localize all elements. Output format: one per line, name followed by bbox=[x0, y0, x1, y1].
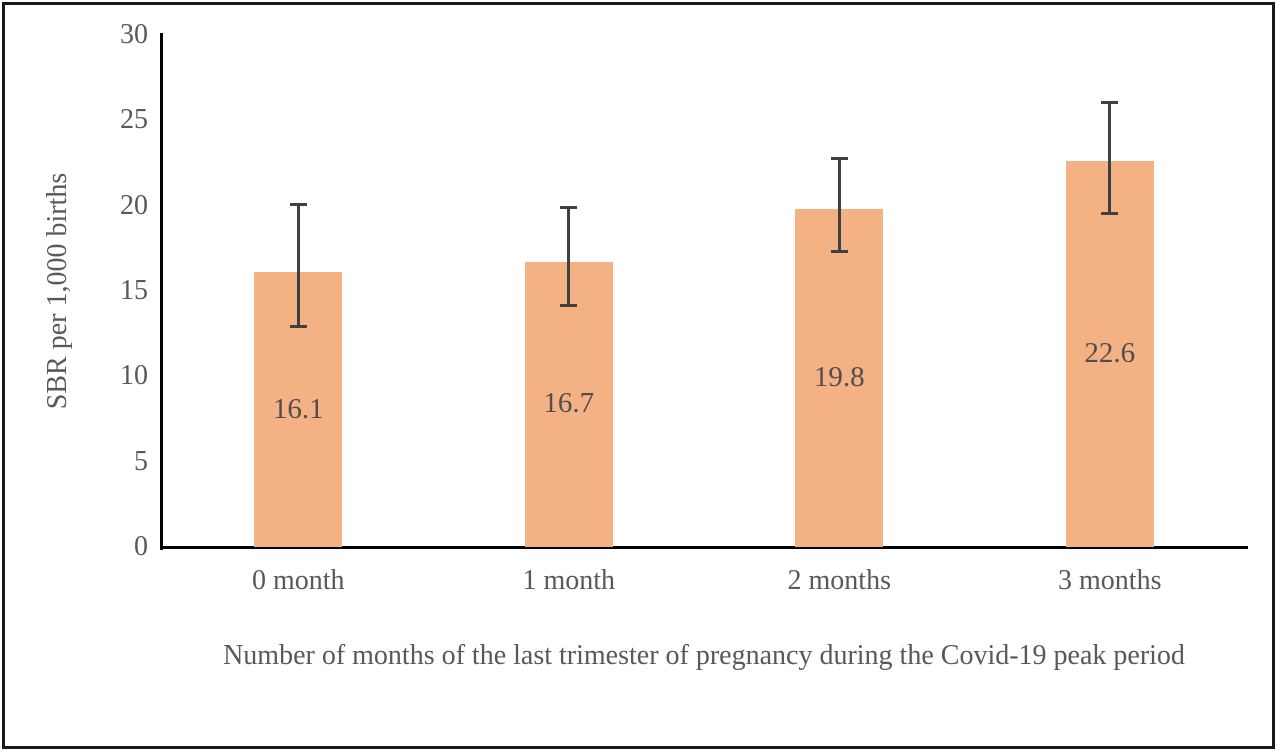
bar bbox=[524, 261, 613, 547]
error-bar-cap-top bbox=[1101, 100, 1119, 104]
x-tick-label: 3 months bbox=[1058, 565, 1162, 596]
bar bbox=[795, 209, 884, 547]
error-bar-line bbox=[296, 203, 300, 327]
error-bar-cap-bottom bbox=[560, 304, 578, 308]
error-bar-cap-top bbox=[830, 156, 848, 160]
y-tick-label: 10 bbox=[120, 360, 148, 392]
error-bar-line bbox=[837, 157, 841, 252]
bar bbox=[1065, 161, 1154, 547]
y-axis-line bbox=[160, 33, 163, 550]
y-tick-label: 25 bbox=[120, 104, 148, 136]
error-bar-cap-top bbox=[289, 202, 307, 206]
error-bar-cap-bottom bbox=[1101, 212, 1119, 216]
error-bar-cap-top bbox=[560, 206, 578, 210]
y-tick-label: 20 bbox=[120, 189, 148, 221]
error-bar-cap-bottom bbox=[289, 324, 307, 328]
y-tick-label: 15 bbox=[120, 275, 148, 306]
x-tick-label: 0 month bbox=[251, 565, 345, 596]
y-tick-label: 30 bbox=[120, 19, 148, 50]
x-axis-title: Number of months of the last trimester o… bbox=[223, 640, 1185, 671]
x-tick-label: 1 month bbox=[522, 565, 616, 596]
bar-value-label: 22.6 bbox=[1084, 337, 1136, 370]
error-bar-cap-bottom bbox=[830, 249, 848, 253]
error-bar-line bbox=[567, 207, 571, 307]
error-bar-line bbox=[1108, 101, 1112, 215]
y-tick-label: 5 bbox=[134, 445, 148, 477]
bar-value-label: 19.8 bbox=[813, 361, 865, 394]
bar-value-label: 16.7 bbox=[543, 387, 595, 420]
bar-value-label: 16.1 bbox=[272, 392, 324, 425]
x-axis-line bbox=[160, 546, 1248, 549]
y-tick-label: 0 bbox=[134, 531, 148, 562]
x-tick-label: 2 months bbox=[787, 565, 891, 596]
